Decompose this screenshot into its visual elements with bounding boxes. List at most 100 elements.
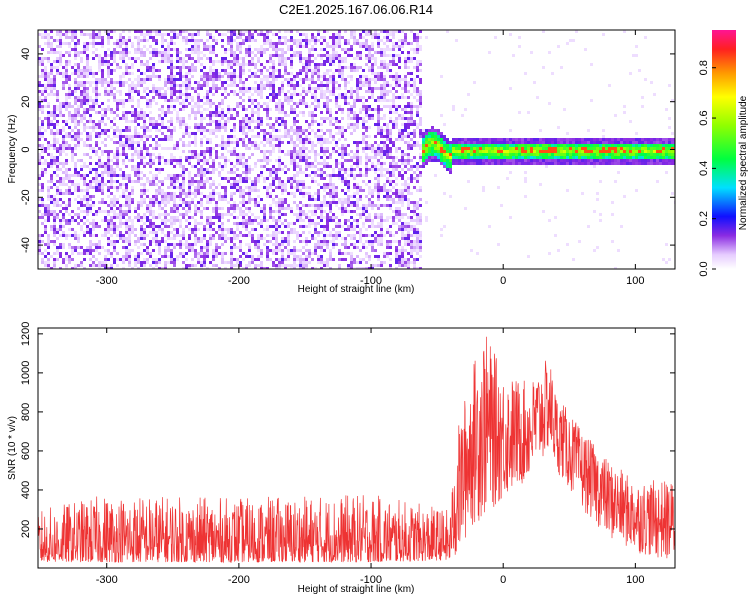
spectrogram-cell [182, 84, 185, 87]
spectrogram-cell [122, 30, 125, 33]
spectrogram-cell [263, 102, 266, 105]
spectrogram-cell [137, 111, 140, 114]
spectrogram-cell [158, 162, 161, 165]
spectrogram-cell [50, 213, 53, 216]
spectrogram-cell [368, 117, 371, 120]
spectrogram-cell [119, 78, 122, 81]
spectrogram-cell [296, 129, 299, 132]
spectrogram-cell [320, 123, 323, 126]
spectrogram-cell [170, 210, 173, 213]
spectrogram-cell [164, 192, 167, 195]
spectrogram-cell [179, 90, 182, 93]
spectrogram-cell [146, 252, 149, 255]
spectrogram-cell [236, 84, 239, 87]
spectrogram-cell [239, 240, 242, 243]
spectrogram-cell [341, 201, 344, 204]
spectrogram-cell [170, 66, 173, 69]
spectrogram-cell [365, 78, 368, 81]
spectrogram-cell [353, 234, 356, 237]
spectrogram-cell [215, 42, 218, 45]
spectrogram-cell [314, 267, 317, 269]
spectrogram-cell [89, 198, 92, 201]
spectrogram-cell [200, 252, 203, 255]
spectrogram-cell [116, 174, 119, 177]
spectrogram-cell [152, 63, 155, 66]
spectrogram-cell [275, 168, 278, 171]
spectrogram-cell [110, 216, 113, 219]
spectrogram-cell [185, 201, 188, 204]
spectrogram-cell [128, 195, 131, 198]
spectrogram-cell [137, 78, 140, 81]
spectrogram-cell [92, 243, 95, 246]
spectrogram-cell [140, 159, 143, 162]
spectrogram-cell [323, 198, 326, 201]
spectrogram-cell [197, 201, 200, 204]
spectrogram-cell [176, 174, 179, 177]
spectrogram-cell [119, 84, 122, 87]
spectrogram-cell [251, 75, 254, 78]
spectrogram-cell [56, 198, 59, 201]
spectrogram-cell [68, 87, 71, 90]
spectrogram-cell [329, 132, 332, 135]
spectrogram-cell [125, 72, 128, 75]
spectrogram-cell [56, 132, 59, 135]
spectrogram-cell [140, 78, 143, 81]
spectrogram-cell [323, 189, 326, 192]
spectrogram-cell [170, 123, 173, 126]
spectrogram-cell [326, 84, 329, 87]
spectrogram-cell [83, 81, 86, 84]
spectrogram-cell [56, 51, 59, 54]
spectrogram-cell [92, 228, 95, 231]
spectrogram-cell [209, 237, 212, 240]
spectrogram-cell [353, 30, 356, 33]
spectrogram-cell [341, 144, 344, 147]
spectrogram-cell [368, 234, 371, 237]
spectrogram-cell [230, 213, 233, 216]
spectrogram-cell [341, 153, 344, 156]
spectrogram-cell [182, 75, 185, 78]
spectrogram-cell [128, 237, 131, 240]
spectrogram-cell [155, 192, 158, 195]
spectrogram-cell [230, 75, 233, 78]
spectrogram-cell [263, 186, 266, 189]
spectrogram-cell [59, 60, 62, 63]
spectrogram-cell [194, 156, 197, 159]
spectrogram-cell [104, 201, 107, 204]
spectrogram-cell [362, 30, 365, 33]
spectrogram-cell [125, 189, 128, 192]
spectrogram-cell [134, 87, 137, 90]
spectrogram-cell [53, 195, 56, 198]
spectrogram-cell [182, 60, 185, 63]
spectrogram-cell [203, 75, 206, 78]
spectrogram-cell [89, 132, 92, 135]
spectrogram-cell [44, 72, 47, 75]
spectrogram-cell [329, 99, 332, 102]
spectrogram-cell [41, 63, 44, 66]
spectrogram-cell [98, 54, 101, 57]
spectrogram-cell [293, 246, 296, 249]
spectrogram-cell [38, 90, 41, 93]
spectrogram-cell [317, 138, 320, 141]
spectrogram-cell [53, 222, 56, 225]
spectrogram-cell [290, 126, 293, 129]
spectrogram-cell [143, 126, 146, 129]
spectrogram-cell [188, 249, 191, 252]
spectrogram-cell [221, 144, 224, 147]
spectrogram-cell [143, 129, 146, 132]
spectrogram-cell [347, 198, 350, 201]
spectrogram-cell [287, 99, 290, 102]
spectrogram-cell [290, 72, 293, 75]
spectrogram-cell [140, 195, 143, 198]
spectrogram-cell [137, 219, 140, 222]
spectrogram-cell [149, 117, 152, 120]
spectrogram-cell [176, 78, 179, 81]
spectrogram-cell [332, 90, 335, 93]
spectrogram-cell [155, 144, 158, 147]
spectrogram-cell [320, 141, 323, 144]
spectrogram-cell [158, 144, 161, 147]
spectrogram-cell [98, 210, 101, 213]
spectrogram-cell [308, 225, 311, 228]
spectrogram-cell [353, 141, 356, 144]
spectrogram-cell [284, 111, 287, 114]
spectrogram-cell [71, 228, 74, 231]
